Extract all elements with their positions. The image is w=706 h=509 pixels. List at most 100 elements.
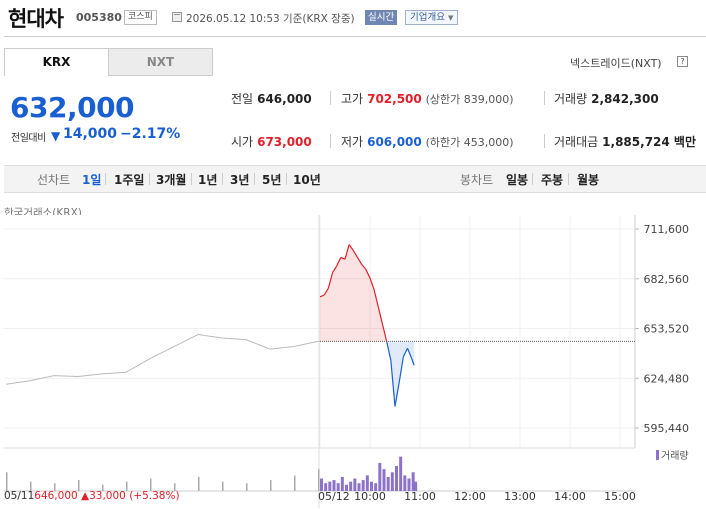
nextrade-link[interactable]: 넥스트레이드(NXT): [570, 57, 662, 70]
company-info-label: 기업개요: [410, 12, 445, 23]
up-line-segment: [327, 272, 334, 289]
chevron-down-icon: ▼: [448, 14, 454, 22]
down-line-segment: [394, 382, 400, 407]
period-1w[interactable]: 1주일: [114, 173, 145, 187]
quote-panel: [4, 36, 706, 506]
x-tick-label: 10:00: [354, 490, 386, 503]
tab-nxt[interactable]: NXT: [108, 48, 213, 76]
chart-series: [5, 244, 635, 407]
up-line-segment: [373, 289, 379, 308]
prev-day-price: 646,000: [34, 490, 78, 502]
up-area: [324, 288, 329, 342]
volume-bar: [344, 484, 348, 491]
stat-value: 606,000: [367, 135, 422, 149]
volume-bar: [353, 478, 357, 491]
stat-label: 전일: [231, 92, 254, 106]
divider: [222, 173, 223, 185]
candle-chart-label: 봉차트: [460, 173, 494, 187]
volume-swatch: [656, 450, 659, 460]
volume-legend: 거래량: [656, 447, 689, 462]
stat-value: 2,842,300: [591, 92, 659, 106]
candle-daily[interactable]: 일봉: [506, 173, 529, 187]
chart-grid: [4, 215, 639, 508]
stat-volume: 거래량 2,842,300: [554, 90, 659, 107]
divider: [532, 173, 533, 185]
volume-bar: [411, 472, 415, 491]
stat-high: 고가 702,500 (상한가 839,000): [341, 90, 514, 107]
period-5y[interactable]: 5년: [262, 173, 282, 187]
y-tick-label: 682,560: [644, 273, 690, 286]
down-area: [407, 341, 412, 359]
y-tick-label: 653,520: [644, 323, 690, 336]
up-area: [353, 250, 358, 342]
period-bar: [4, 165, 706, 193]
volume-bar: [318, 469, 320, 491]
up-line-segment: [340, 256, 346, 260]
x-tick-label: 15:00: [604, 490, 636, 503]
volume-bar: [332, 480, 336, 491]
prev-day-line: [5, 334, 319, 385]
up-area: [369, 277, 375, 342]
x-tick-label: 13:00: [504, 490, 536, 503]
stat-prev-close: 전일 646,000: [231, 90, 312, 107]
period-3m[interactable]: 3개월: [156, 173, 187, 187]
up-area: [340, 257, 345, 342]
line-chart-label: 선차트: [37, 173, 71, 187]
change-percent: −2.17%: [120, 126, 181, 142]
intraday-chart[interactable]: 711,600 682,560 653,520 624,480 595,440 05/1…: [0, 215, 706, 509]
up-area: [361, 264, 366, 342]
up-line-segment: [336, 257, 342, 267]
candle-weekly[interactable]: 주봉: [541, 173, 564, 187]
volume-bar: [357, 483, 361, 491]
tab-krx[interactable]: KRX: [4, 48, 109, 76]
calendar-icon: [172, 12, 182, 22]
volume-bar: [407, 478, 411, 491]
x-tick-label: 12:00: [454, 490, 486, 503]
volume-bar: [324, 483, 328, 491]
divider: [254, 173, 255, 185]
stock-code: 005380: [76, 11, 122, 24]
up-arrow-icon: ▲: [81, 490, 90, 502]
up-area: [332, 266, 337, 342]
stat-label: 거래대금: [554, 135, 599, 149]
period-10y[interactable]: 10년: [293, 173, 321, 187]
candle-monthly[interactable]: 월봉: [577, 173, 600, 187]
period-1y[interactable]: 1년: [198, 173, 218, 187]
volume-bar: [54, 483, 56, 491]
volume-bar: [320, 478, 323, 491]
stock-name: 현대차: [8, 7, 64, 31]
volume-bar: [349, 481, 353, 491]
help-icon[interactable]: ?: [677, 56, 688, 67]
volume-bar: [378, 462, 382, 491]
y-tick-label: 711,600: [644, 223, 690, 236]
divider: [191, 173, 192, 185]
volume-bar: [394, 466, 398, 491]
x-axis-labels: 05/12 10:00 11:00 12:00 13:00 14:00 15:00: [318, 490, 636, 503]
down-area: [399, 341, 404, 383]
stat-value: 1,885,724 백만: [602, 135, 696, 149]
up-line-segment: [369, 277, 375, 291]
up-line-segment: [331, 265, 338, 274]
x-tick-label: 11:00: [404, 490, 436, 503]
volume-bar: [126, 481, 128, 491]
period-1d[interactable]: 1일: [82, 173, 102, 187]
prev-day-change: 33,000: [89, 490, 126, 502]
divider: [544, 91, 545, 105]
volume-bar: [294, 475, 296, 491]
volume-bar: [150, 478, 152, 491]
realtime-badge: 실시간: [365, 10, 398, 25]
volume-bar: [403, 475, 407, 491]
company-info-dropdown[interactable]: 기업개요 ▼: [405, 10, 459, 25]
stat-label: 저가: [341, 135, 364, 149]
stat-value: 673,000: [257, 135, 312, 149]
period-3y[interactable]: 3년: [230, 173, 250, 187]
up-line-segment: [361, 263, 367, 270]
up-line-segment: [356, 257, 363, 265]
volume-bar: [390, 472, 394, 491]
up-line-segment: [348, 244, 354, 251]
up-area: [365, 269, 370, 342]
volume-bar: [374, 483, 378, 491]
stat-label: 고가: [341, 92, 364, 106]
up-area: [328, 272, 333, 342]
down-line-segment: [402, 347, 409, 358]
